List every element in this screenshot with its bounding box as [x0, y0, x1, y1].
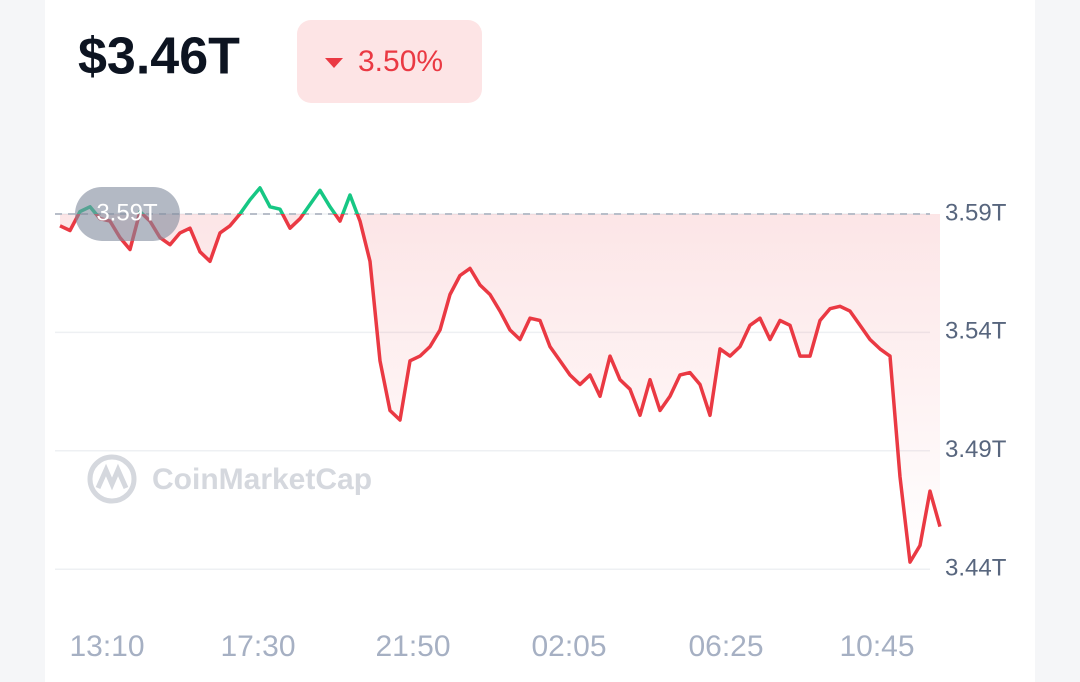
- price-line-down: [59, 213, 942, 564]
- x-tick-label: 02:05: [531, 630, 606, 663]
- watermark-logo: [87, 454, 137, 504]
- area-fill: [60, 213, 940, 563]
- reference-label: 3.59T: [96, 199, 158, 226]
- y-tick-label: 3.49T: [945, 436, 1007, 463]
- x-tick-label: 17:30: [220, 630, 295, 663]
- x-tick-label: 06:25: [688, 630, 763, 663]
- change-badge: [297, 20, 482, 103]
- y-tick-label: 3.59T: [945, 199, 1007, 226]
- y-tick-label: 3.54T: [945, 318, 1007, 345]
- change-text: 3.50%: [358, 45, 443, 78]
- x-tick-label: 13:10: [69, 630, 144, 663]
- reference-pill: [75, 186, 180, 241]
- y-tick-label: 3.44T: [945, 555, 1007, 582]
- watermark: CoinMarketCap: [87, 454, 372, 504]
- watermark-text: CoinMarketCap: [152, 463, 372, 496]
- x-tick-label: 21:50: [375, 630, 450, 663]
- watermark-logo-m: [95, 463, 129, 491]
- x-tick-label: 10:45: [839, 630, 914, 663]
- market-cap: $3.46T: [78, 28, 240, 86]
- down-arrow: [325, 58, 343, 68]
